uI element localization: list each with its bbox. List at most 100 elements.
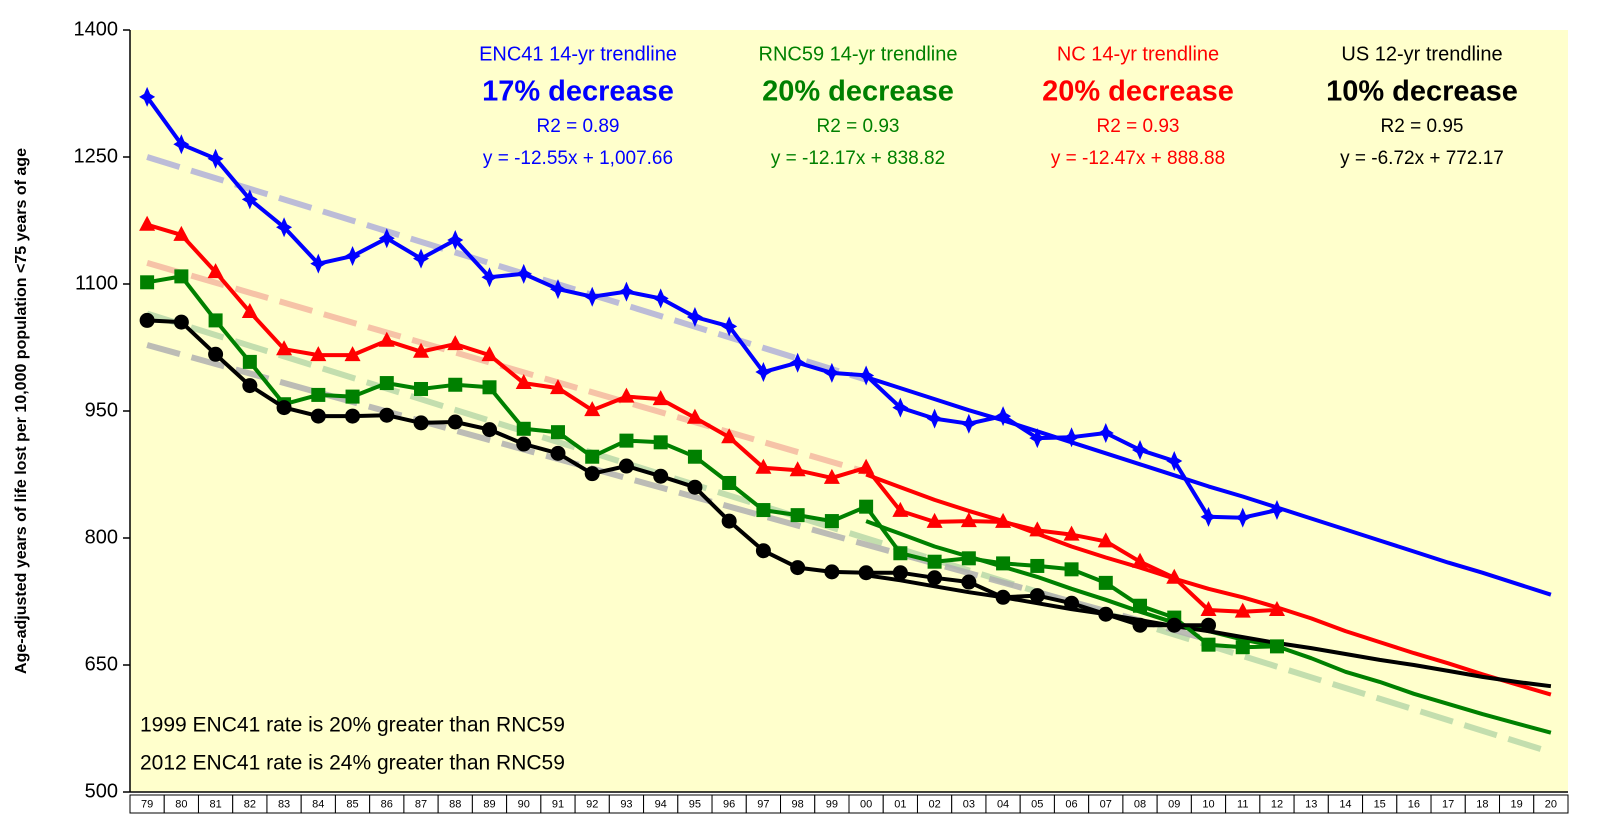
x-tick-label: 92 [586,798,598,810]
marker [790,560,806,576]
x-tick-label: 09 [1168,798,1180,810]
x-tick-label: 15 [1374,798,1386,810]
marker [858,458,875,474]
y-tick-label: 800 [85,526,118,548]
marker [1030,558,1045,573]
x-tick-label: 20 [1545,798,1557,810]
marker [892,397,909,418]
x-tick-label: 04 [997,798,1009,810]
series-line [146,222,1278,614]
marker [927,570,943,586]
marker [618,387,635,403]
x-tick-label: 88 [449,798,461,810]
marker [653,468,669,484]
marker [276,340,293,356]
marker [892,501,909,517]
marker [378,228,395,249]
x-tick-label: 00 [860,798,872,810]
annotation-headline: 10% decrease [1326,76,1518,108]
x-tick-label: 12 [1271,798,1283,810]
marker [1234,507,1251,528]
x-tick-label: 18 [1476,798,1488,810]
x-tick-label: 82 [244,798,256,810]
marker [755,362,772,383]
marker [174,269,189,284]
marker [1133,598,1148,613]
marker [549,279,566,300]
x-tick-label: 98 [792,798,804,810]
marker [1029,428,1046,449]
marker [207,263,224,279]
marker [618,458,634,474]
marker [823,362,840,383]
x-tick-label: 02 [928,798,940,810]
x-tick-label: 17 [1442,798,1454,810]
marker [208,313,223,328]
marker [414,381,429,396]
marker [173,134,190,155]
marker [892,565,908,581]
marker [686,307,703,328]
marker [1097,423,1114,444]
marker [1063,525,1080,541]
marker [960,512,977,528]
marker [1097,532,1114,548]
marker [1064,562,1079,577]
marker [756,503,771,518]
marker [344,346,361,362]
marker [550,445,566,461]
x-tick-label: 08 [1134,798,1146,810]
x-tick-label: 05 [1031,798,1043,810]
marker [652,288,669,309]
y-tick-label: 1400 [74,18,119,40]
marker [823,468,840,484]
x-tick-label: 10 [1202,798,1214,810]
x-tick-label: 93 [620,798,632,810]
marker [1166,617,1182,633]
marker [413,248,430,269]
annotation-headline: 17% decrease [482,76,674,108]
marker [722,475,737,490]
marker [1132,617,1148,633]
marker [1098,606,1114,622]
annotation-title: RNC59 14-yr trendline [759,43,958,65]
marker [481,346,498,362]
marker [310,346,327,362]
marker [515,374,532,390]
x-tick-label: 01 [894,798,906,810]
x-tick-label: 91 [552,798,564,810]
marker [1200,600,1217,616]
marker [824,514,839,529]
x-tick-label: 94 [655,798,667,810]
marker [140,275,155,290]
marker [789,352,806,373]
marker [173,314,189,330]
marker [516,436,532,452]
x-tick-label: 99 [826,798,838,810]
marker [824,564,840,580]
marker [1166,450,1183,471]
trendline [146,154,868,383]
x-tick-label: 86 [381,798,393,810]
annotation-title: ENC41 14-yr trendline [479,43,677,65]
marker [379,407,395,423]
marker [379,376,394,391]
annotation-r2: R2 = 0.95 [1381,116,1464,137]
x-tick-label: 79 [141,798,153,810]
marker [653,435,668,450]
x-tick-label: 84 [312,798,324,810]
marker [1268,600,1285,616]
marker [447,229,464,250]
marker [926,512,943,528]
marker [378,331,395,347]
x-tick-label: 83 [278,798,290,810]
marker [173,225,190,241]
marker [413,415,429,431]
marker [1268,500,1285,521]
marker [995,512,1012,528]
projection-line [865,472,1552,697]
y-tick-label: 1250 [74,145,119,167]
marker [516,421,531,436]
marker [721,316,738,337]
